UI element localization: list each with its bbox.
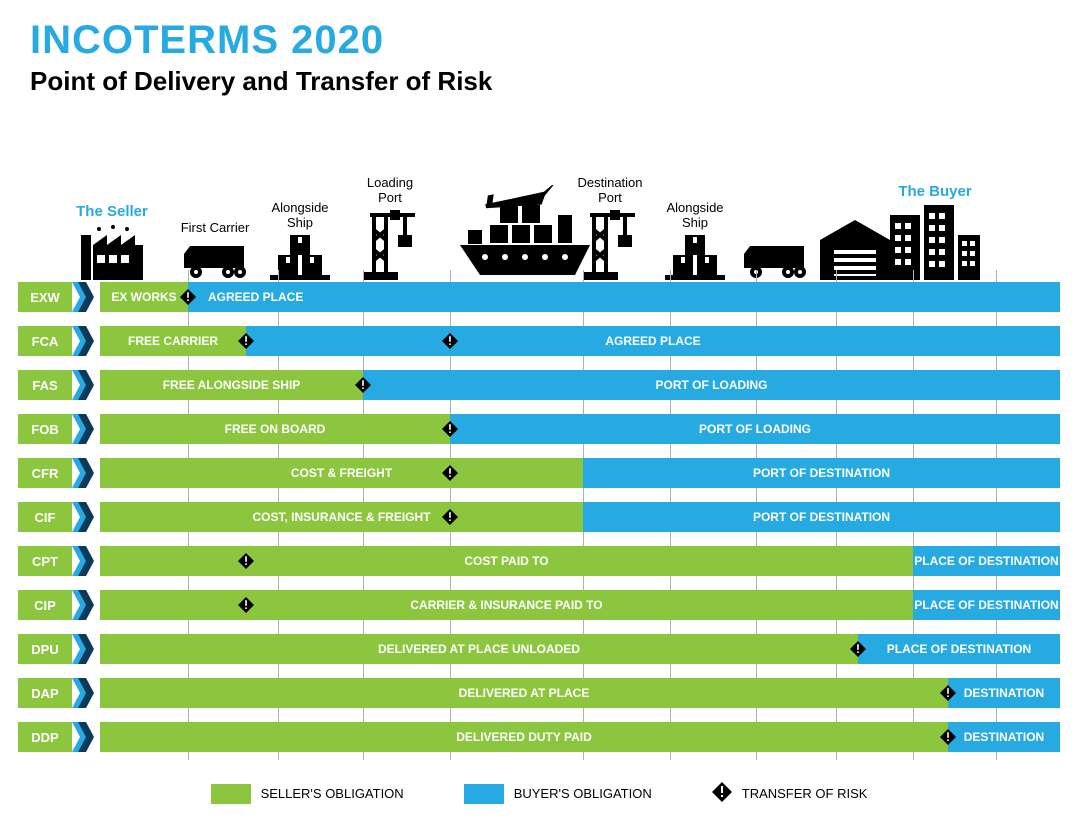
row-fas: FAS FREE ALONGSIDE SHIPPORT OF LOADING bbox=[18, 370, 1060, 400]
seller-bar: COST, INSURANCE & FREIGHT bbox=[100, 502, 583, 532]
legend-buyer-label: BUYER'S OBLIGATION bbox=[514, 786, 652, 801]
stage-ship bbox=[450, 181, 550, 280]
risk-marker-icon bbox=[442, 509, 458, 525]
chevron-icon bbox=[72, 634, 94, 664]
stage-seller: The Seller bbox=[62, 203, 162, 280]
row-exw: EXW EX WORKSAGREED PLACE bbox=[18, 282, 1060, 312]
buyer-bar: AGREED PLACE bbox=[246, 326, 1060, 356]
stage-icons-row: The Seller First Carrier AlongsideShip L… bbox=[0, 130, 1078, 280]
row-fca: FCA FREE CARRIERAGREED PLACE bbox=[18, 326, 1060, 356]
seller-bar: DELIVERED DUTY PAID bbox=[100, 722, 948, 752]
chevron-icon bbox=[72, 458, 94, 488]
row-cfr: CFR COST & FREIGHTPORT OF DESTINATION bbox=[18, 458, 1060, 488]
row-cip: CIP CARRIER & INSURANCE PAID TOPLACE OF … bbox=[18, 590, 1060, 620]
buyer-bar: DESTINATION bbox=[948, 678, 1060, 708]
chevron-icon bbox=[72, 722, 94, 752]
buyer-bar: PLACE OF DESTINATION bbox=[913, 590, 1060, 620]
ship-icon bbox=[450, 185, 550, 280]
code-badge: EXW bbox=[18, 282, 72, 312]
risk-marker-icon bbox=[238, 333, 254, 349]
stage-label: AlongsideShip bbox=[250, 200, 350, 231]
seller-bar: FREE ON BOARD bbox=[100, 414, 450, 444]
legend-seller-label: SELLER'S OBLIGATION bbox=[261, 786, 404, 801]
row-dpu: DPU DELIVERED AT PLACE UNLOADEDPLACE OF … bbox=[18, 634, 1060, 664]
code-badge: CIP bbox=[18, 590, 72, 620]
buyer-bar: AGREED PLACE bbox=[188, 282, 1060, 312]
chevron-icon bbox=[72, 282, 94, 312]
code-badge: FAS bbox=[18, 370, 72, 400]
risk-marker-icon bbox=[238, 553, 254, 569]
chevron-icon bbox=[72, 326, 94, 356]
code-badge: FCA bbox=[18, 326, 72, 356]
code-badge: FOB bbox=[18, 414, 72, 444]
row-cpt: CPT COST PAID TOPLACE OF DESTINATION bbox=[18, 546, 1060, 576]
stage-buyer: The Buyer bbox=[885, 183, 985, 280]
swatch-seller bbox=[211, 784, 251, 804]
chevron-icon bbox=[72, 546, 94, 576]
row-cif: CIF COST, INSURANCE & FREIGHTPORT OF DES… bbox=[18, 502, 1060, 532]
legend-buyer: BUYER'S OBLIGATION bbox=[464, 784, 652, 804]
row-dap: DAP DELIVERED AT PLACEDESTINATION bbox=[18, 678, 1060, 708]
page-subtitle: Point of Delivery and Transfer of Risk bbox=[30, 66, 492, 97]
seller-bar: DELIVERED AT PLACE bbox=[100, 678, 948, 708]
risk-marker-icon bbox=[442, 421, 458, 437]
chevron-icon bbox=[72, 590, 94, 620]
factory-icon bbox=[62, 225, 162, 280]
risk-marker-icon bbox=[850, 641, 866, 657]
incoterm-rows: EXW EX WORKSAGREED PLACE FCA FREE CARRIE… bbox=[18, 282, 1060, 766]
seller-bar: FREE ALONGSIDE SHIP bbox=[100, 370, 363, 400]
legend-risk-label: TRANSFER OF RISK bbox=[742, 786, 868, 801]
chevron-icon bbox=[72, 502, 94, 532]
code-badge: CIF bbox=[18, 502, 72, 532]
row-fob: FOB FREE ON BOARDPORT OF LOADING bbox=[18, 414, 1060, 444]
risk-marker-icon bbox=[355, 377, 371, 393]
code-badge: CFR bbox=[18, 458, 72, 488]
buildings-icon bbox=[885, 205, 985, 280]
risk-marker-icon bbox=[442, 333, 458, 349]
chevron-icon bbox=[72, 370, 94, 400]
stage-label: The Buyer bbox=[885, 183, 985, 201]
buyer-bar: PORT OF LOADING bbox=[450, 414, 1060, 444]
swatch-buyer bbox=[464, 784, 504, 804]
risk-marker-icon bbox=[180, 289, 196, 305]
page-title: INCOTERMS 2020 bbox=[30, 18, 384, 63]
stage-loading_port: LoadingPort bbox=[340, 175, 440, 280]
seller-bar: COST PAID TO bbox=[100, 546, 913, 576]
buyer-bar: PLACE OF DESTINATION bbox=[913, 546, 1060, 576]
seller-bar: FREE CARRIER bbox=[100, 326, 246, 356]
row-ddp: DDP DELIVERED DUTY PAIDDESTINATION bbox=[18, 722, 1060, 752]
crane-icon bbox=[340, 210, 440, 280]
buyer-bar: PLACE OF DESTINATION bbox=[858, 634, 1060, 664]
boxes-icon bbox=[250, 235, 350, 280]
seller-bar: DELIVERED AT PLACE UNLOADED bbox=[100, 634, 858, 664]
chevron-icon bbox=[72, 678, 94, 708]
chevron-icon bbox=[72, 414, 94, 444]
stage-alongside1: AlongsideShip bbox=[250, 200, 350, 280]
risk-icon bbox=[712, 782, 732, 805]
stage-label: AlongsideShip bbox=[645, 200, 745, 231]
buyer-bar: PORT OF LOADING bbox=[363, 370, 1060, 400]
stage-label: LoadingPort bbox=[340, 175, 440, 206]
seller-bar: COST & FREIGHT bbox=[100, 458, 583, 488]
risk-marker-icon bbox=[238, 597, 254, 613]
risk-marker-icon bbox=[940, 685, 956, 701]
risk-marker-icon bbox=[442, 465, 458, 481]
buyer-bar: PORT OF DESTINATION bbox=[583, 502, 1060, 532]
code-badge: CPT bbox=[18, 546, 72, 576]
stage-label: The Seller bbox=[62, 203, 162, 221]
legend: SELLER'S OBLIGATION BUYER'S OBLIGATION T… bbox=[0, 782, 1078, 805]
buyer-bar: DESTINATION bbox=[948, 722, 1060, 752]
code-badge: DDP bbox=[18, 722, 72, 752]
legend-risk: TRANSFER OF RISK bbox=[712, 782, 868, 805]
risk-marker-icon bbox=[940, 729, 956, 745]
code-badge: DPU bbox=[18, 634, 72, 664]
seller-bar: CARRIER & INSURANCE PAID TO bbox=[100, 590, 913, 620]
seller-bar: EX WORKS bbox=[100, 282, 188, 312]
code-badge: DAP bbox=[18, 678, 72, 708]
buyer-bar: PORT OF DESTINATION bbox=[583, 458, 1060, 488]
legend-seller: SELLER'S OBLIGATION bbox=[211, 784, 404, 804]
